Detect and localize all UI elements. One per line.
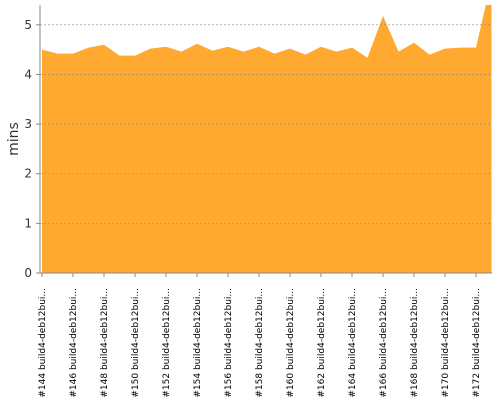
x-tick-label: #168 build4-deb12bui... bbox=[410, 288, 420, 398]
y-tick-label: 4 bbox=[24, 67, 32, 81]
area bbox=[42, 5, 492, 273]
y-axis-label: mins bbox=[6, 122, 22, 156]
x-tick-label: #146 build4-deb12bui... bbox=[69, 288, 79, 398]
y-tick-label: 3 bbox=[24, 117, 32, 131]
y-tick-label: 1 bbox=[24, 216, 32, 230]
x-tick-label: #162 build4-deb12bui... bbox=[317, 288, 327, 398]
x-tick-label: #156 build4-deb12bui... bbox=[224, 288, 234, 398]
x-tick-label: #166 build4-deb12bui... bbox=[379, 288, 389, 398]
y-tick-label: 0 bbox=[24, 266, 32, 280]
x-tick-label: #172 build4-deb12bui... bbox=[472, 288, 482, 398]
x-tick-label: #148 build4-deb12bui... bbox=[100, 288, 110, 398]
x-tick-label: #170 build4-deb12bui... bbox=[441, 288, 451, 398]
x-tick-label: #154 build4-deb12bui... bbox=[193, 288, 203, 398]
x-tick-label: #158 build4-deb12bui... bbox=[255, 288, 265, 398]
x-tick-label: #160 build4-deb12bui... bbox=[286, 288, 296, 398]
x-tick-label: #164 build4-deb12bui... bbox=[348, 288, 358, 398]
x-tick-label: #152 build4-deb12bui... bbox=[162, 288, 172, 398]
x-tick-label: #144 build4-deb12bui... bbox=[38, 288, 48, 398]
y-tick-label: 5 bbox=[24, 18, 32, 32]
x-tick-label: #150 build4-deb12bui... bbox=[131, 288, 141, 398]
y-tick-label: 2 bbox=[24, 167, 32, 181]
